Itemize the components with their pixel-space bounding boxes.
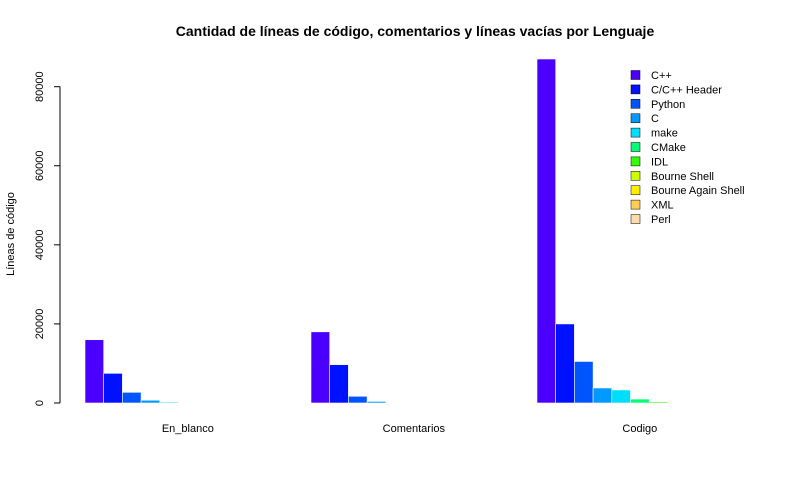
legend-entry: Perl — [651, 214, 671, 226]
legend-swatch — [630, 185, 641, 195]
y-tick-label: 60000 — [34, 150, 46, 181]
chart-title: Cantidad de líneas de código, comentario… — [176, 23, 655, 39]
legend-swatch — [630, 113, 641, 123]
y-axis-label: Líneas de código — [5, 192, 17, 276]
bar — [630, 398, 650, 404]
legend-entry: Python — [651, 99, 685, 111]
x-tick-label: Codigo — [622, 423, 657, 435]
legend-swatch — [630, 84, 641, 95]
bar — [648, 401, 669, 404]
legend-entry: Bourne Shell — [651, 171, 714, 183]
legend-swatch — [630, 70, 641, 80]
legend-swatch — [630, 99, 641, 109]
legend-entry: C/C++ Header — [651, 84, 722, 96]
bar — [366, 401, 387, 404]
bar — [84, 339, 105, 404]
bar — [140, 399, 161, 404]
legend-swatch — [630, 156, 641, 167]
legend-entry: IDL — [651, 156, 668, 168]
legend-swatch — [630, 127, 641, 138]
bar — [592, 387, 613, 404]
x-tick-label: En_blanco — [162, 423, 214, 435]
x-axis-labels: En_blanco Comentarios Codigo — [162, 423, 657, 435]
bar — [103, 373, 123, 404]
bar — [536, 58, 557, 404]
bar — [555, 323, 575, 404]
bar — [159, 401, 179, 404]
legend-entry: Bourne Again Shell — [651, 185, 745, 197]
bars-group — [84, 58, 744, 404]
y-tick-label: 80000 — [34, 71, 46, 102]
y-tick-label: 20000 — [34, 309, 46, 340]
bar — [329, 364, 349, 404]
legend-swatch — [630, 142, 641, 152]
bar — [310, 331, 331, 404]
legend-entry: make — [651, 128, 678, 140]
x-tick-label: Comentarios — [383, 423, 446, 435]
bar — [611, 389, 631, 404]
legend-swatch — [630, 171, 641, 181]
legend-entry: CMake — [651, 142, 686, 154]
bar — [348, 395, 368, 404]
legend-entry: XML — [651, 200, 674, 212]
legend-entry: C++ — [651, 70, 672, 82]
y-tick-label: 0 — [34, 400, 46, 406]
legend-entry: C — [651, 113, 659, 125]
y-tick-label: 40000 — [34, 230, 46, 261]
bar — [574, 361, 594, 404]
bar — [122, 392, 142, 404]
y-axis: 0 20000 40000 60000 80000 — [34, 71, 61, 406]
legend-swatch — [630, 214, 641, 224]
legend-swatch — [630, 199, 641, 210]
